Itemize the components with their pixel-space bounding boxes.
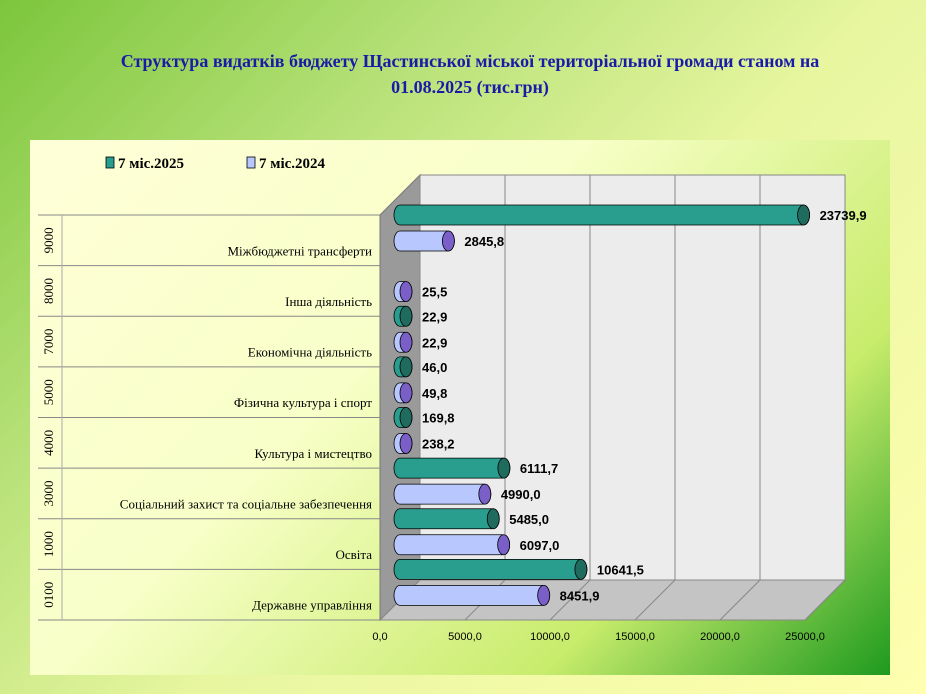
bar-cap-2024 xyxy=(478,483,492,505)
bar-cap-2025 xyxy=(574,558,588,580)
data-label-2025: 46,0 xyxy=(422,360,447,375)
category-label: Культура і мистецтво xyxy=(254,446,372,461)
bar-cap-2025 xyxy=(486,508,500,530)
data-label-2024: 8451,9 xyxy=(560,588,600,603)
bar-2025 xyxy=(393,204,810,226)
x-tick-label: 20000,0 xyxy=(700,631,740,643)
chart-title-line1: Структура видатків бюджету Щастинської м… xyxy=(120,51,820,71)
bar-cap-2025 xyxy=(399,407,413,428)
bar-cap-2024 xyxy=(497,534,511,556)
data-label-2024: 4990,0 xyxy=(501,487,541,502)
category-label: Фізична культура і спорт xyxy=(234,395,372,410)
chart-title-line2: 01.08.2025 (тис.грн) xyxy=(391,77,549,97)
data-label-2025: 169,8 xyxy=(422,411,455,426)
bar-2025 xyxy=(393,457,511,479)
legend-swatch-2025 xyxy=(105,156,115,169)
data-label-2024: 25,5 xyxy=(422,285,447,300)
category-label: Міжбюджетні трансферти xyxy=(228,243,373,258)
bar-2024 xyxy=(393,584,551,606)
gridline-floor xyxy=(804,579,846,621)
bar-cap-2024 xyxy=(399,433,413,454)
bar-2025 xyxy=(393,558,588,580)
x-tick-label: 15000,0 xyxy=(615,631,655,643)
category-code: 8000 xyxy=(41,278,56,304)
bar-cap-2025 xyxy=(399,356,413,378)
bar-cap-2024 xyxy=(537,584,551,606)
category-label: Економічна діяльність xyxy=(248,345,372,360)
data-label-2025: 22,9 xyxy=(422,309,447,324)
category-code: 3000 xyxy=(41,480,56,506)
bar-cap-2024 xyxy=(399,382,413,404)
data-label-2025: 23739,9 xyxy=(820,208,867,223)
bar-cap-2025 xyxy=(399,305,413,327)
bar-cap-2024 xyxy=(399,281,413,303)
category-code: 1000 xyxy=(41,531,56,557)
category-label: Інша діяльність xyxy=(285,294,372,309)
category-code: 5000 xyxy=(41,379,56,405)
category-code: 7000 xyxy=(41,329,56,355)
bar-2024 xyxy=(393,534,511,556)
bar-2025 xyxy=(393,508,500,530)
category-code: 0100 xyxy=(41,582,56,608)
category-code: 9000 xyxy=(41,227,56,253)
category-label: Освіта xyxy=(335,547,372,562)
gridline-floor xyxy=(549,579,591,621)
legend-swatch-2024 xyxy=(246,156,256,169)
bar-cap-2024 xyxy=(399,331,413,353)
data-label-2024: 22,9 xyxy=(422,335,447,350)
bar-cap-2025 xyxy=(797,204,810,226)
chart-title: Структура видатків бюджету Щастинської м… xyxy=(40,48,900,100)
x-tick-label: 10000,0 xyxy=(530,631,570,643)
x-tick-label: 5000,0 xyxy=(448,631,482,643)
bar-cap-2025 xyxy=(497,457,511,479)
legend-label-2025: 7 міс.2025 xyxy=(118,156,184,172)
category-label: Соціальний захист та соціальне забезпече… xyxy=(120,496,372,511)
gridline-floor xyxy=(634,579,676,621)
data-label-2025: 10641,5 xyxy=(597,562,644,577)
category-code: 4000 xyxy=(41,430,56,456)
bar-2024 xyxy=(393,483,492,505)
data-label-2025: 6111,7 xyxy=(520,461,558,476)
bar-cap-2024 xyxy=(441,230,455,252)
data-label-2025: 5485,0 xyxy=(509,512,549,527)
gridline-floor xyxy=(719,579,761,621)
legend-label-2024: 7 міс.2024 xyxy=(259,156,326,172)
data-label-2024: 6097,0 xyxy=(520,538,560,553)
data-label-2024: 49,8 xyxy=(422,386,447,401)
data-label-2024: 238,2 xyxy=(422,437,455,452)
category-label: Державне управління xyxy=(252,598,372,613)
x-tick-label: 25000,0 xyxy=(785,631,825,643)
data-label-2024: 2845,8 xyxy=(464,234,504,249)
x-tick-label: 0,0 xyxy=(372,631,387,643)
